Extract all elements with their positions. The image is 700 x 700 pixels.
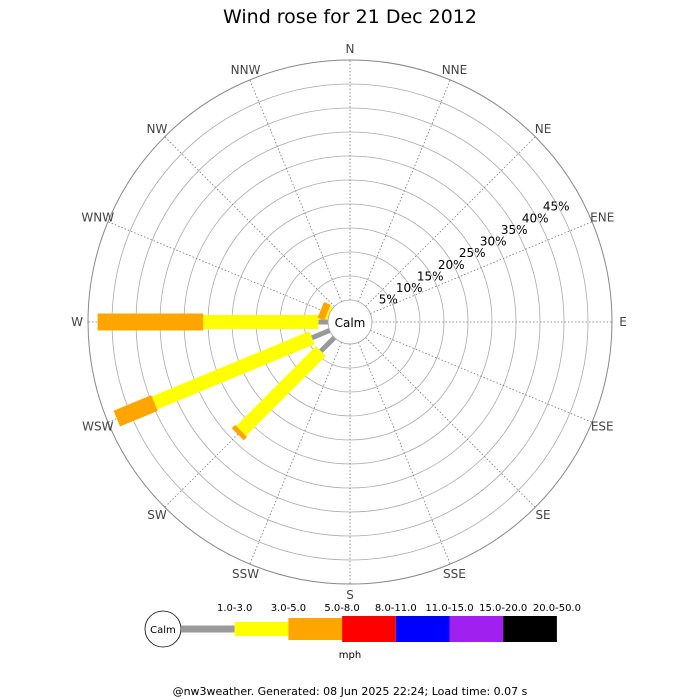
- direction-label-w: W: [71, 315, 83, 329]
- spoke-sse: [358, 342, 451, 565]
- bar-wsw-1.0-3.0: [310, 328, 331, 341]
- bar-wsw-5.0-8.0: [113, 395, 158, 427]
- bar-sw-3.0-5.0: [236, 346, 326, 436]
- legend-label-8.0-11.0: 8.0-11.0: [375, 603, 417, 614]
- calm-label: Calm: [335, 316, 366, 330]
- direction-label-ne: NE: [535, 122, 552, 136]
- direction-label-nne: NNE: [442, 63, 468, 77]
- direction-label-ene: ENE: [590, 211, 614, 225]
- legend-label-3.0-5.0: 3.0-5.0: [271, 603, 306, 614]
- legend-label-11.0-15.0: 11.0-15.0: [425, 603, 473, 614]
- direction-label-e: E: [619, 315, 627, 329]
- ring-label-5: 5%: [379, 293, 398, 307]
- ring-label-15: 15%: [417, 269, 444, 283]
- direction-label-sw: SW: [147, 508, 167, 522]
- legend-label-15.0-20.0: 15.0-20.0: [479, 603, 527, 614]
- spoke-wnw: [107, 221, 330, 314]
- legend-swatch-5.0-8.0: [288, 618, 343, 640]
- outer-ring: [87, 59, 613, 585]
- spoke-ese: [370, 330, 593, 423]
- bar-wsw-3.0-5.0: [151, 331, 315, 410]
- legend-label-1.0-3.0: 1.0-3.0: [217, 603, 252, 614]
- spoke-nw: [164, 136, 335, 307]
- ring-label-20: 20%: [438, 258, 465, 272]
- direction-label-wsw: WSW: [82, 419, 113, 433]
- direction-label-nnw: NNW: [231, 63, 261, 77]
- spoke-ne: [365, 136, 536, 307]
- legend-swatch-20.0-50.0: [503, 616, 557, 642]
- legend-swatch-8.0-11.0: [342, 616, 396, 642]
- calm-center: Calm: [327, 299, 373, 345]
- spoke-ene: [370, 221, 593, 314]
- legend-unit: mph: [339, 650, 361, 661]
- direction-label-ssw: SSW: [232, 567, 259, 581]
- direction-label-s: S: [346, 588, 354, 602]
- speed-legend: Calm 1.0-3.0 3.0-5.0 5.0-8.0 8.0-11.0 11.0-15…: [144, 603, 581, 661]
- ring-label-30: 30%: [480, 235, 507, 249]
- legend-label-5.0-8.0: 5.0-8.0: [324, 603, 359, 614]
- footer-text: @nw3weather. Generated: 08 Jun 2025 22:2…: [173, 685, 528, 698]
- direction-label-n: N: [346, 42, 355, 56]
- direction-label-se: SE: [535, 508, 550, 522]
- direction-label-ese: ESE: [591, 419, 614, 433]
- legend-calm-label: Calm: [150, 625, 176, 636]
- ring-label-45: 45%: [543, 200, 570, 214]
- chart-title: Wind rose for 21 Dec 2012: [223, 6, 477, 28]
- direction-label-sse: SSE: [443, 567, 466, 581]
- spoke-se: [365, 337, 536, 508]
- spoke-ssw: [249, 342, 342, 565]
- direction-label-nw: NW: [147, 122, 168, 136]
- bar-wnw-5.0-8.0: [317, 302, 331, 321]
- direction-label-wnw: WNW: [81, 211, 114, 225]
- ring-labels: 5%10%15%20%25%30%35%40%45%: [379, 200, 570, 307]
- ring-label-35: 35%: [501, 223, 528, 237]
- legend-swatch-3.0-5.0: [234, 622, 289, 636]
- direction-labels: N NNE NE ENE E ESE SE SSE S SSW SW WSW W WNW NW NNW: [71, 42, 627, 602]
- legend-swatch-15.0-20.0: [449, 616, 504, 642]
- spoke-nnw: [249, 79, 342, 302]
- legend-swatch-11.0-15.0: [395, 616, 450, 642]
- wind-bars: [97, 302, 337, 441]
- legend-swatch-1.0-3.0: [181, 625, 235, 633]
- bar-sw-1.0-3.0: [319, 335, 337, 353]
- spoke-nne: [358, 79, 451, 302]
- ring-label-40: 40%: [522, 211, 549, 225]
- ring-label-25: 25%: [459, 246, 486, 260]
- bar-sw-5.0-8.0: [231, 424, 248, 441]
- calm-circle: [327, 299, 373, 345]
- ring-label-10: 10%: [396, 281, 423, 295]
- legend-label-20.0-50.0: 20.0-50.0: [533, 603, 581, 614]
